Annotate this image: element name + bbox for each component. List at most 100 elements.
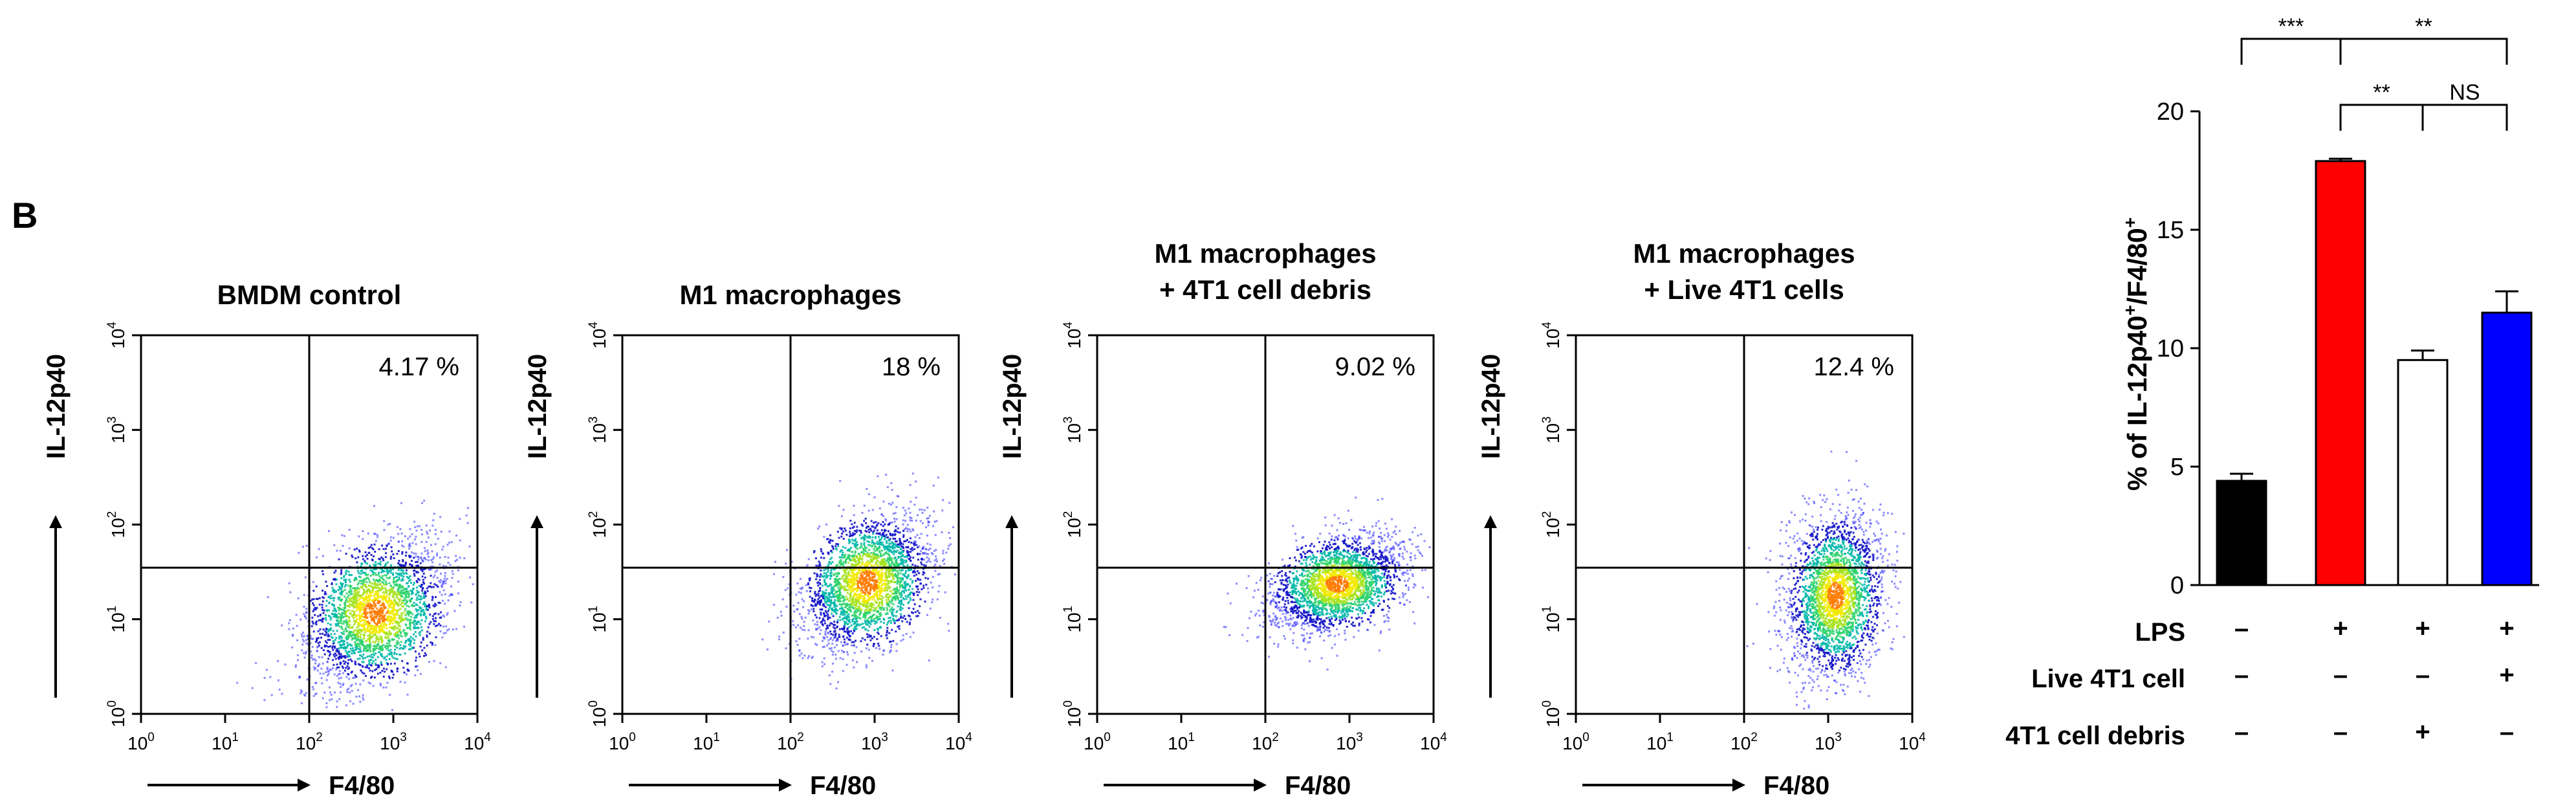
event-dot (335, 614, 338, 616)
event-dot (860, 650, 862, 653)
event-dot (343, 647, 345, 650)
event-dot (861, 586, 864, 589)
event-dot (887, 560, 890, 563)
event-dot (349, 658, 352, 661)
event-dot (835, 545, 837, 548)
event-dot (863, 626, 866, 628)
event-dot (393, 557, 395, 559)
event-dot (882, 525, 884, 527)
event-dot (886, 542, 888, 544)
event-dot (389, 600, 392, 603)
event-dot (381, 656, 384, 658)
event-dot (822, 597, 825, 599)
event-dot (890, 643, 893, 646)
event-dot (837, 597, 840, 600)
event-dot (916, 534, 919, 537)
event-dot (402, 586, 404, 588)
event-dot (833, 602, 836, 604)
event-dot (375, 607, 378, 610)
event-dot (890, 594, 892, 597)
event-dot (340, 655, 343, 658)
event-dot (396, 622, 398, 625)
event-dot (444, 593, 446, 595)
event-dot (840, 563, 842, 566)
event-dot (455, 535, 457, 537)
event-dot (919, 553, 921, 555)
event-dot (402, 559, 404, 561)
event-dot (399, 586, 402, 589)
event-dot (312, 637, 314, 640)
event-dot (819, 632, 821, 635)
event-dot (468, 545, 471, 548)
event-dot (430, 575, 432, 577)
event-dot (911, 549, 913, 551)
event-dot (436, 624, 439, 626)
event-dot (397, 562, 400, 564)
event-dot (906, 555, 908, 558)
event-dot (352, 633, 355, 636)
event-dot (910, 530, 912, 533)
event-dot (785, 605, 788, 608)
event-dot (898, 589, 901, 592)
event-dot (345, 573, 347, 575)
event-dot (925, 553, 928, 555)
event-dot (381, 630, 384, 633)
event-dot (366, 577, 368, 579)
event-dot (834, 630, 836, 632)
event-dot (853, 557, 855, 559)
event-dot (900, 609, 902, 612)
event-dot (384, 606, 387, 609)
event-dot (411, 637, 414, 640)
event-dot (432, 618, 435, 620)
event-dot (831, 612, 833, 615)
event-dot (830, 591, 833, 593)
event-dot (797, 602, 800, 604)
event-dot (345, 578, 347, 581)
event-dot (396, 670, 398, 672)
event-dot (405, 551, 408, 554)
event-dot (891, 573, 894, 576)
event-dot (339, 683, 342, 685)
event-dot (317, 642, 320, 645)
event-dot (335, 625, 338, 627)
event-dot (905, 546, 908, 549)
event-dot (875, 621, 878, 624)
event-dot (883, 608, 886, 611)
event-dot (840, 515, 843, 518)
event-dot (395, 642, 398, 645)
event-dot (897, 527, 899, 529)
event-dot (371, 632, 374, 635)
event-dot (395, 576, 398, 579)
event-dot (302, 546, 304, 548)
event-dot (409, 535, 411, 538)
event-dot (325, 581, 327, 583)
event-dot (374, 662, 377, 665)
event-dot (383, 621, 386, 624)
event-dot (876, 524, 879, 526)
event-dot (390, 588, 393, 590)
event-dot (882, 597, 884, 599)
event-dot (345, 597, 347, 600)
event-dot (377, 601, 380, 603)
event-dot (333, 571, 336, 574)
event-dot (404, 645, 407, 648)
event-dot (871, 553, 874, 555)
event-dot (251, 687, 254, 689)
event-dot (291, 646, 294, 648)
event-dot (814, 557, 817, 560)
event-dot (312, 623, 314, 625)
event-dot (862, 614, 865, 617)
event-dot (840, 649, 843, 652)
event-dot (917, 579, 920, 581)
event-dot (357, 689, 360, 691)
event-dot (798, 613, 801, 615)
event-dot (363, 589, 366, 592)
event-dot (325, 706, 328, 709)
event-dot (850, 644, 853, 647)
event-dot (911, 528, 914, 531)
event-dot (343, 609, 345, 612)
event-dot (800, 592, 802, 594)
event-dot (861, 569, 864, 571)
event-dot (315, 597, 318, 600)
